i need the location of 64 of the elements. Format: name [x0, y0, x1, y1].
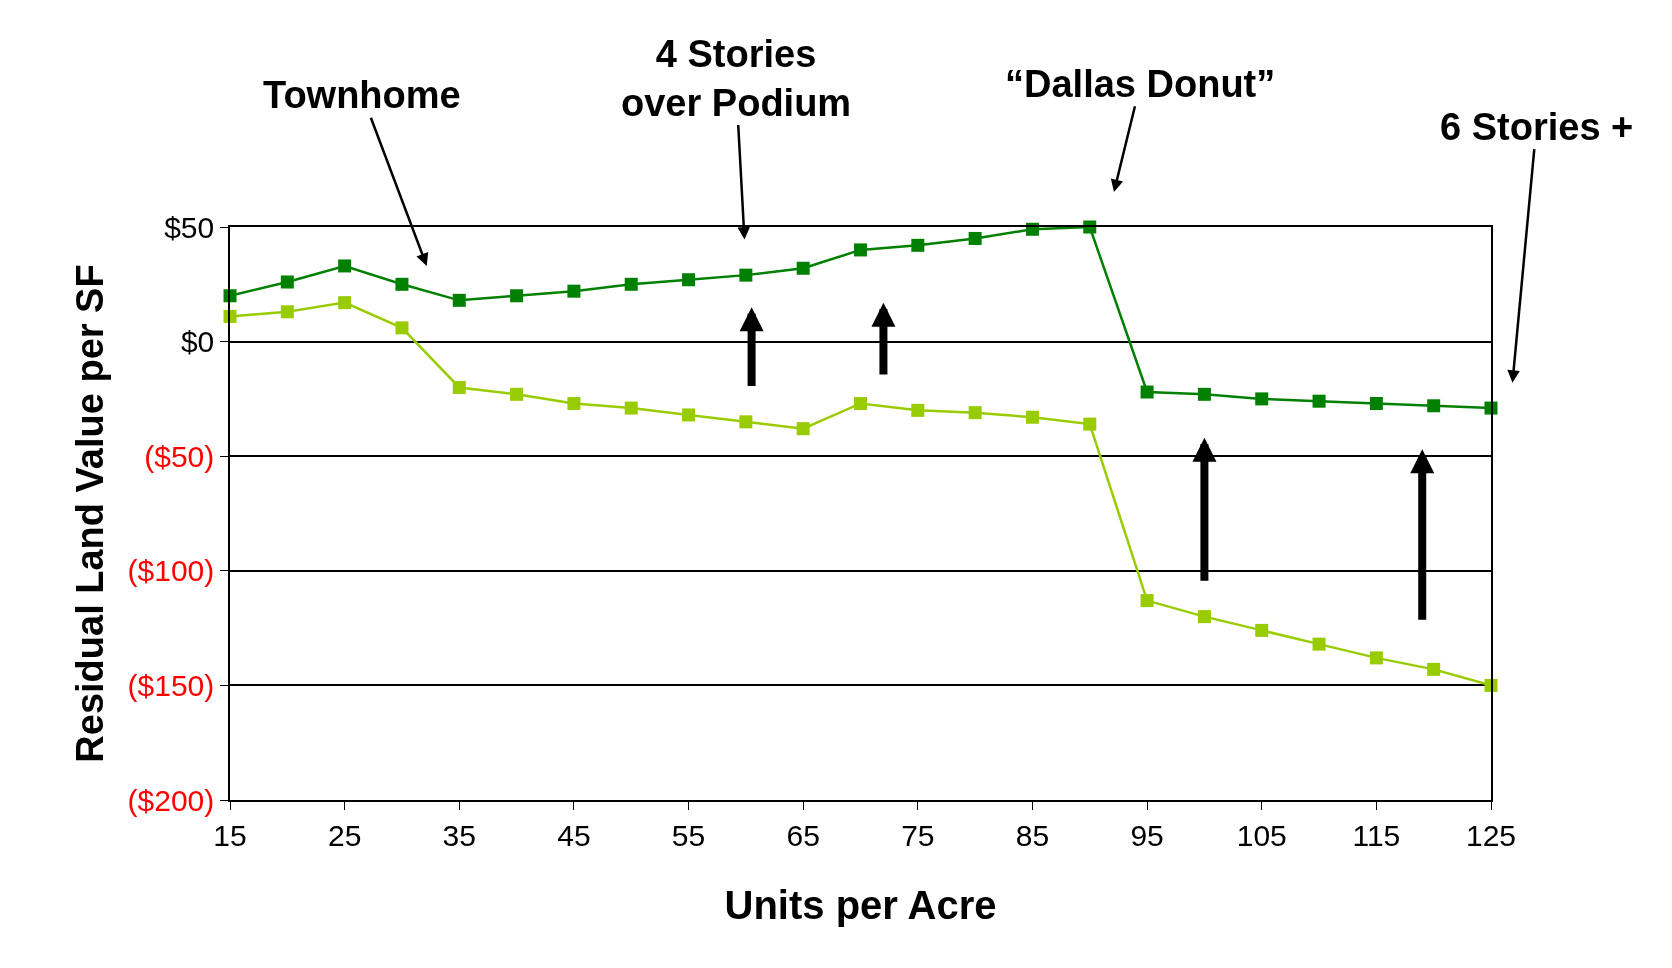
point	[624, 277, 638, 291]
text: 4 Stories over Podium	[621, 33, 852, 125]
text: Townhome	[263, 74, 461, 116]
point	[1025, 410, 1039, 424]
point	[624, 401, 638, 415]
y-tick-label: ($100)	[127, 554, 215, 588]
x-axis-title: Units per Acre	[724, 882, 997, 927]
point	[682, 408, 696, 422]
x-tick-label: 65	[786, 818, 820, 852]
point	[911, 238, 925, 252]
point	[1083, 417, 1097, 431]
point	[796, 261, 810, 275]
x-tick-label: 95	[1130, 818, 1164, 852]
point	[911, 403, 925, 417]
x-tick-label: 105	[1236, 818, 1287, 852]
y-axis-title: Residual Land Value per SF	[69, 264, 112, 763]
point	[1427, 662, 1441, 676]
point	[1140, 594, 1154, 608]
point	[968, 406, 982, 420]
point	[567, 284, 581, 298]
point	[1140, 385, 1154, 399]
y-tick-label: ($200)	[127, 783, 215, 817]
x-tick-label: 55	[671, 818, 706, 852]
point	[1427, 399, 1441, 413]
point	[1255, 623, 1269, 637]
point	[395, 277, 409, 291]
x-tick-label: 85	[1015, 818, 1050, 852]
point	[1369, 651, 1383, 665]
point	[739, 268, 753, 282]
point	[968, 231, 982, 245]
point	[452, 293, 466, 307]
point	[1312, 637, 1326, 651]
point	[1197, 610, 1211, 624]
x-tick-label: 75	[901, 818, 935, 852]
x-tick-label: 15	[213, 818, 247, 852]
point	[452, 380, 466, 394]
point	[338, 259, 352, 273]
point	[1312, 394, 1326, 408]
point	[280, 275, 294, 289]
point	[1197, 387, 1211, 401]
x-tick-label: 35	[442, 818, 476, 852]
point	[395, 321, 409, 335]
x-tick-label: 45	[557, 818, 591, 852]
y-tick-label: ($150)	[127, 668, 215, 702]
point	[280, 305, 294, 319]
point	[739, 415, 753, 429]
point	[1255, 392, 1269, 406]
point	[510, 289, 524, 303]
text: “Dallas Donut”	[1005, 63, 1276, 105]
x-tick-label: 115	[1352, 818, 1401, 852]
point	[854, 396, 867, 410]
point	[567, 396, 581, 410]
point	[338, 296, 352, 310]
text: 6 Stories +	[1440, 106, 1634, 148]
point	[796, 422, 810, 436]
point	[682, 273, 696, 287]
point	[1369, 396, 1383, 410]
y-tick-label: ($50)	[144, 439, 215, 473]
y-tick-label: $50	[164, 210, 215, 244]
y-tick-label: $0	[180, 325, 215, 359]
x-tick-label: 25	[327, 818, 362, 852]
point	[854, 243, 867, 257]
point	[510, 387, 524, 401]
x-tick-label: 125	[1465, 818, 1517, 852]
